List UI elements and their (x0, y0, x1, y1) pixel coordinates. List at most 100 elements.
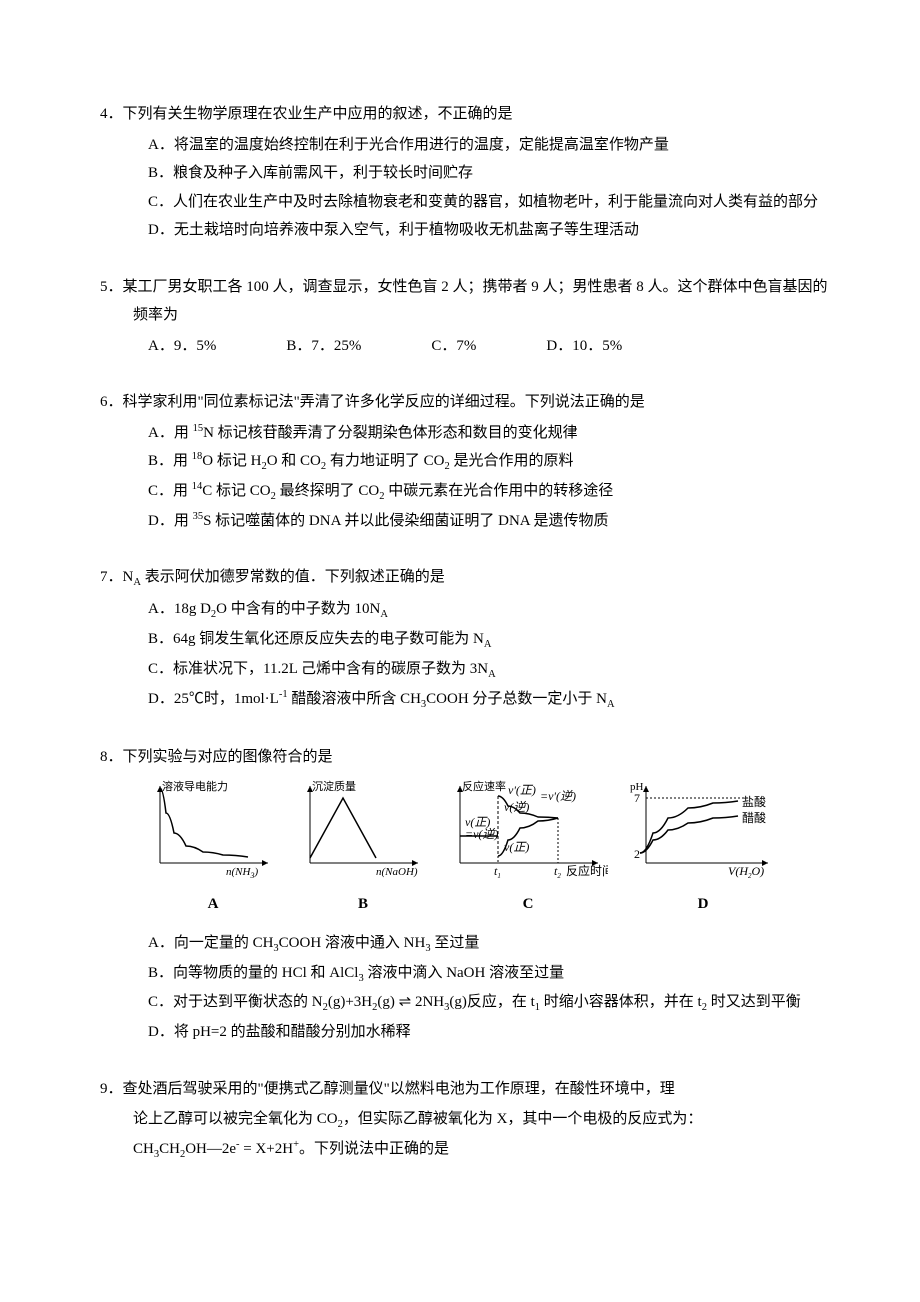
q5-opt-d: D．10．5% (546, 332, 622, 361)
fig-c-xlabel: 反应时间 (566, 863, 608, 878)
lbl: v'(正) (508, 783, 536, 797)
t: C．标准状况下，11.2L 己烯中含有的碳原子数为 3N (148, 661, 488, 677)
t: (g)反应，在 t (449, 994, 534, 1010)
t: C 标记 CO (202, 483, 270, 499)
t: D．用 (148, 513, 193, 529)
q5-opt-a: A．9．5% (148, 332, 216, 361)
q6-opt-d: D．用 35S 标记噬菌体的 DNA 并以此侵染细菌证明了 DNA 是遗传物质 (148, 507, 830, 536)
t: A．18g D (148, 601, 211, 617)
t: COOH 溶液中通入 NH (279, 935, 426, 951)
t: C．对于达到平衡状态的 N (148, 994, 323, 1010)
t: 时缩小容器体积，并在 t (540, 994, 702, 1010)
fig-a-ylabel: 溶液导电能力 (162, 779, 228, 793)
q8-stem-text: 下列实验与对应的图像符合的是 (123, 749, 333, 765)
q8-options: A．向一定量的 CH3COOH 溶液中通入 NH3 至过量 B．向等物质的量的 … (100, 929, 830, 1047)
q4-stem-text: 下列有关生物学原理在农业生产中应用的叙述，不正确的是 (123, 106, 513, 122)
question-7: 7．N A 表示阿伏加德罗常数的值．下列叙述正确的是 A．18g D2O 中含有的… (100, 563, 830, 715)
q8-stem: 8．下列实验与对应的图像符合的是 (100, 743, 830, 772)
q5-options: A．9．5% B．7．25% C．7% D．10．5% (100, 332, 830, 361)
q7-opt-b: B．64g 铜发生氧化还原反应失去的电子数可能为 NA (148, 625, 830, 655)
q8-opt-d: D．将 pH=2 的盐酸和醋酸分别加水稀释 (148, 1018, 830, 1047)
s: A (607, 699, 615, 710)
t: D．25℃时，1mol·L (148, 691, 279, 707)
fig-b-svg: 沉淀质量 n(NaOH) (298, 778, 428, 878)
q9-num: 9． (100, 1081, 123, 1097)
q6-stem-text: 科学家利用"同位素标记法"弄清了许多化学反应的详细过程。下列说法正确的是 (123, 394, 645, 410)
t: ，但实际乙醇被氧化为 X，其中一个电极的反应式为： (343, 1111, 703, 1127)
q7-opt-c: C．标准状况下，11.2L 己烯中含有的碳原子数为 3NA (148, 655, 830, 685)
q6-stem: 6．科学家利用"同位素标记法"弄清了许多化学反应的详细过程。下列说法正确的是 (100, 388, 830, 417)
q8-num: 8． (100, 749, 123, 765)
fig-d-svg: pH 7 2 盐酸 醋酸 V(H2O) (628, 778, 778, 878)
q9-stem-cont: 论上乙醇可以被完全氧化为 CO2，但实际乙醇被氧化为 X，其中一个电极的反应式为… (100, 1105, 830, 1165)
fig-c-svg: 反应速率 v(正) =v(逆) v'(正) =v'(逆) v(逆) v(正) t… (448, 778, 608, 878)
t: O 标记 H (202, 453, 261, 469)
s: A (488, 669, 496, 680)
q4-stem: 4．下列有关生物学原理在农业生产中应用的叙述，不正确的是 (100, 100, 830, 129)
q6-opt-b: B．用 18O 标记 H2O 和 CO2 有力地证明了 CO2 是光合作用的原料 (148, 447, 830, 477)
q8-opt-c: C．对于达到平衡状态的 N2(g)+3H2(g) ⇌ 2NH3(g)反应，在 t… (148, 988, 830, 1018)
q4-opt-c: C．人们在农业生产中及时去除植物衰老和变黄的器官，如植物老叶，利于能量流向对人类… (148, 188, 830, 217)
q5-stem: 5．某工厂男女职工各 100 人，调查显示，女性色盲 2 人；携带者 9 人；男… (100, 273, 830, 330)
q5-stem-text: 某工厂男女职工各 100 人，调查显示，女性色盲 2 人；携带者 9 人；男性患… (123, 279, 828, 324)
iso: 14 (192, 481, 203, 492)
t: B．64g 铜发生氧化还原反应失去的电子数可能为 N (148, 631, 484, 647)
s: A (484, 639, 492, 650)
t: N (123, 569, 134, 585)
question-9: 9．查处酒后驾驶采用的"便携式乙醇测量仪"以燃料电池为工作原理，在酸性环境中，理… (100, 1075, 830, 1165)
q4-opt-b: B．粮食及种子入库前需风干，利于较长时间贮存 (148, 159, 830, 188)
lbl: v(正) (504, 840, 529, 854)
question-4: 4．下列有关生物学原理在农业生产中应用的叙述，不正确的是 A．将温室的温度始终控… (100, 100, 830, 245)
fig-b: 沉淀质量 n(NaOH) B (298, 778, 428, 919)
iso: 15 (193, 423, 204, 434)
fig-a: 溶液导电能力 n(NH3) A (148, 778, 278, 919)
q4-num: 4． (100, 106, 123, 122)
q4-opt-d: D．无土栽培时向培养液中泵入空气，利于植物吸收无机盐离子等生理活动 (148, 216, 830, 245)
t: 查处酒后驾驶采用的"便携式乙醇测量仪"以燃料电池为工作原理，在酸性环境中，理 (123, 1081, 675, 1097)
question-5: 5．某工厂男女职工各 100 人，调查显示，女性色盲 2 人；携带者 9 人；男… (100, 273, 830, 361)
question-8: 8．下列实验与对应的图像符合的是 溶液导电能力 n(NH3) A 沉淀质量 (100, 743, 830, 1047)
y7: 7 (634, 791, 640, 805)
fig-b-xlabel: n(NaOH) (376, 866, 418, 878)
q8-figures: 溶液导电能力 n(NH3) A 沉淀质量 n(NaOH) B (100, 778, 830, 919)
lbl: v(逆) (504, 800, 529, 814)
t: 中碳元素在光合作用中的转移途径 (384, 483, 613, 499)
q7-options: A．18g D2O 中含有的中子数为 10NA B．64g 铜发生氧化还原反应失… (100, 595, 830, 715)
lbl: =v(逆) (465, 827, 498, 841)
iso: 18 (192, 451, 203, 462)
q6-opt-c: C．用 14C 标记 CO2 最终探明了 CO2 中碳元素在光合作用中的转移途径 (148, 477, 830, 507)
q5-num: 5． (100, 279, 123, 295)
fig-b-label: B (298, 890, 428, 919)
t: 表示阿伏加德罗常数的值．下列叙述正确的是 (141, 569, 445, 585)
t: S 标记噬菌体的 DNA 并以此侵染细菌证明了 DNA 是遗传物质 (203, 513, 608, 529)
t: CH (159, 1141, 180, 1157)
t: CH (133, 1141, 154, 1157)
q4-options: A．将温室的温度始终控制在利于光合作用进行的温度，定能提高温室作物产量 B．粮食… (100, 131, 830, 245)
q5-opt-b: B．7．25% (286, 332, 361, 361)
q6-options: A．用 15N 标记核苷酸弄清了分裂期染色体形态和数目的变化规律 B．用 18O… (100, 419, 830, 536)
t: 。下列说法中正确的是 (299, 1141, 449, 1157)
fig-d-xlabel: V(H2O) (728, 864, 764, 878)
t: 至过量 (431, 935, 480, 951)
t: = X+2H (240, 1141, 294, 1157)
t: 论上乙醇可以被完全氧化为 CO (133, 1111, 338, 1127)
question-6: 6．科学家利用"同位素标记法"弄清了许多化学反应的详细过程。下列说法正确的是 A… (100, 388, 830, 535)
lbl2: 醋酸 (742, 810, 766, 825)
q4-opt-a: A．将温室的温度始终控制在利于光合作用进行的温度，定能提高温室作物产量 (148, 131, 830, 160)
fig-c-label: C (448, 890, 608, 919)
t: 醋酸溶液中所含 CH (288, 691, 421, 707)
lbl1: 盐酸 (742, 794, 766, 809)
t: A．向一定量的 CH (148, 935, 273, 951)
q8-opt-b: B．向等物质的量的 HCl 和 AlCl3 溶液中滴入 NaOH 溶液至过量 (148, 959, 830, 989)
q7-num: 7． (100, 569, 123, 585)
q8-opt-a: A．向一定量的 CH3COOH 溶液中通入 NH3 至过量 (148, 929, 830, 959)
t: O 和 CO (267, 453, 321, 469)
fig-c: 反应速率 v(正) =v(逆) v'(正) =v'(逆) v(逆) v(正) t… (448, 778, 608, 919)
t2: t2 (554, 864, 561, 878)
t: OH—2e (185, 1141, 236, 1157)
lbl: =v'(逆) (540, 789, 576, 803)
q7-opt-d: D．25℃时，1mol·L-1 醋酸溶液中所含 CH3COOH 分子总数一定小于… (148, 685, 830, 715)
s: A (380, 609, 388, 620)
q6-num: 6． (100, 394, 123, 410)
t: O 中含有的中子数为 10N (216, 601, 380, 617)
